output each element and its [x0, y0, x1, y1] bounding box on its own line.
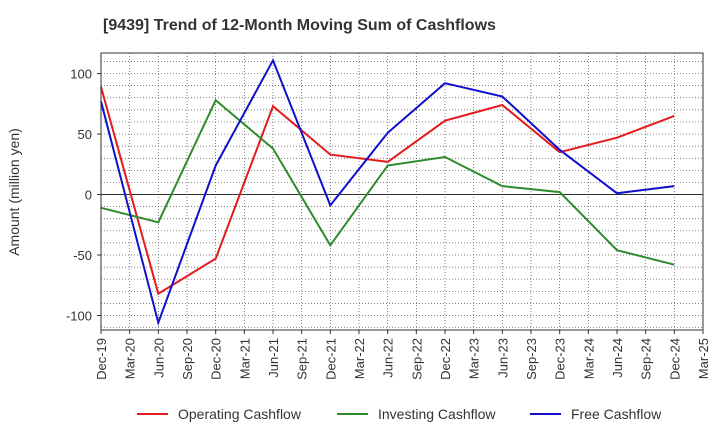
x-tick-label: Mar-25	[696, 338, 711, 379]
x-tick-label: Dec-23	[553, 338, 568, 380]
x-tick-label: Sep-22	[409, 338, 424, 380]
x-tick-label: Dec-20	[209, 338, 224, 380]
x-tick-label: Jun-23	[495, 338, 510, 378]
x-tick-label: Sep-20	[180, 338, 195, 380]
x-tick-label: Mar-23	[467, 338, 482, 379]
x-tick-label: Mar-24	[581, 338, 596, 379]
series-lines	[100, 57, 675, 327]
x-tick-label: Jun-21	[266, 338, 281, 378]
x-tick-label: Dec-19	[94, 338, 109, 380]
legend-label-free-cashflow: Free Cashflow	[571, 406, 662, 422]
x-tick-label: Mar-21	[237, 338, 252, 379]
grid	[100, 53, 704, 330]
x-tick-label: Jun-22	[381, 338, 396, 378]
y-tick-label: 50	[78, 127, 92, 142]
y-tick-label: -100	[66, 308, 92, 323]
legend: Operating Cashflow Investing Cashflow Free…	[137, 406, 662, 422]
y-tick-label: -50	[73, 248, 92, 263]
x-tick-label: Dec-22	[438, 338, 453, 380]
y-axis-ticks: 100 50 0 -50 -100	[66, 67, 101, 323]
series-line-operating-cashflow	[100, 86, 675, 296]
x-tick-label: Sep-21	[295, 338, 310, 380]
x-tick-label: Jun-20	[151, 338, 166, 378]
x-tick-label: Sep-24	[639, 338, 654, 380]
x-tick-label: Dec-21	[323, 338, 338, 380]
x-tick-label: Mar-20	[123, 338, 138, 379]
legend-label-operating-cashflow: Operating Cashflow	[178, 406, 302, 422]
chart-title: [9439] Trend of 12-Month Moving Sum of C…	[103, 17, 496, 34]
x-tick-label: Sep-23	[524, 338, 539, 380]
y-tick-label: 100	[70, 67, 92, 82]
y-tick-label: 0	[85, 188, 92, 203]
x-tick-label: Mar-22	[352, 338, 367, 379]
x-tick-label: Dec-24	[667, 338, 682, 380]
x-axis-ticks: Dec-19 Mar-20 Jun-20 Sep-20 Dec-20 Mar-21 Jun-…	[94, 330, 711, 380]
series-line-investing-cashflow	[100, 98, 675, 266]
x-tick-label: Jun-24	[610, 338, 625, 378]
y-axis-label: Amount (million yen)	[6, 128, 22, 256]
legend-label-investing-cashflow: Investing Cashflow	[378, 406, 496, 422]
plot-border	[100, 52, 704, 331]
series-line-free-cashflow	[100, 57, 675, 327]
